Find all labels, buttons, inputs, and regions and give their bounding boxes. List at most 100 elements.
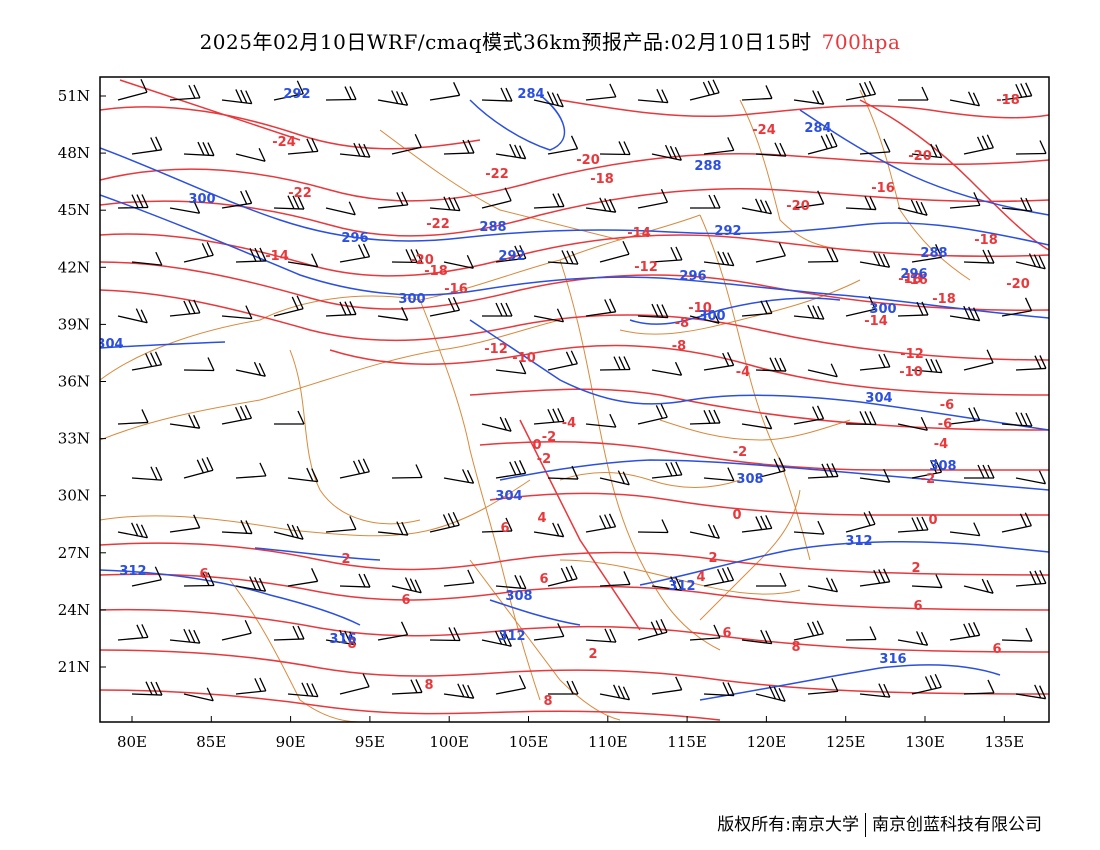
temperature-label: -12	[634, 260, 658, 275]
wind-barb	[755, 142, 787, 157]
temperature-label: 6	[913, 599, 922, 614]
geopotential-isohypse	[489, 599, 581, 626]
wind-barb	[1001, 297, 1033, 317]
wind-barb	[391, 464, 423, 479]
temperature-label: 2	[588, 647, 597, 662]
wind-barb	[845, 81, 877, 101]
wind-barb	[651, 144, 682, 161]
wind-barb	[131, 566, 162, 587]
wind-barb	[585, 197, 617, 213]
lon-tick-label: 100E	[429, 733, 469, 751]
wind-barb	[585, 413, 617, 428]
wind-barb	[183, 357, 215, 372]
height-label: 296	[679, 269, 706, 284]
geopotential-isohypse	[499, 459, 1049, 491]
wind-barb	[689, 79, 720, 101]
wind-barb	[169, 628, 201, 644]
wind-barb	[897, 516, 929, 533]
boundary-line	[559, 472, 741, 488]
temperature-isotherm	[100, 608, 1049, 653]
temperature-label: -8	[672, 339, 686, 354]
height-label: 308	[736, 472, 763, 487]
height-label: 296	[900, 267, 927, 282]
wind-barb	[495, 574, 527, 590]
wind-barb	[391, 577, 422, 594]
wind-barb	[637, 189, 669, 209]
wind-barb	[859, 252, 891, 268]
height-label: 316	[329, 632, 356, 647]
wind-barb	[703, 467, 735, 482]
temperature-isotherm	[859, 99, 1049, 251]
wind-barb	[585, 298, 617, 317]
plot-frame	[99, 76, 1050, 723]
wind-barb	[637, 303, 669, 319]
geopotential-isohypse	[254, 547, 381, 561]
wind-barb	[273, 523, 304, 540]
wind-barb	[845, 196, 877, 211]
temperature-label: -16	[871, 181, 895, 196]
height-label: 304	[865, 391, 892, 406]
boundary-line	[289, 349, 421, 525]
geopotential-isohypse	[100, 194, 1049, 319]
height-label: 284	[517, 87, 544, 102]
boundary-line	[559, 259, 721, 651]
height-label: 300	[188, 192, 215, 207]
wind-barb	[793, 190, 825, 209]
wind-barb	[911, 673, 942, 695]
wind-barb	[689, 523, 720, 539]
boundary-line	[699, 214, 811, 561]
lon-tick-label: 135E	[985, 733, 1025, 751]
wind-barb	[339, 243, 371, 263]
wind-barb	[325, 629, 357, 646]
wind-barb	[599, 141, 631, 156]
temperature-label: -10	[688, 301, 712, 316]
wind-barb	[949, 407, 981, 425]
wind-barb	[963, 349, 994, 371]
temperature-label: 4	[537, 511, 546, 526]
wind-barb	[637, 519, 669, 534]
wind-barb	[845, 295, 876, 317]
wind-barb	[287, 568, 319, 587]
lat-tick-label: 51N	[58, 87, 90, 105]
temperature-label: -12	[484, 342, 508, 357]
wind-barb	[495, 460, 527, 479]
wind-barb	[897, 416, 928, 431]
wind-barb	[807, 248, 839, 263]
height-label: 312	[845, 534, 872, 549]
wind-barb	[169, 299, 201, 317]
temperature-label: -20	[410, 253, 434, 268]
height-label: 292	[283, 87, 310, 102]
wind-barb	[859, 138, 891, 155]
footer-divider	[865, 813, 866, 837]
lat-tick-label: 30N	[58, 487, 90, 505]
wind-barb	[235, 147, 266, 162]
wind-barb	[845, 626, 877, 641]
wind-barb	[325, 516, 357, 533]
temperature-label: -18	[898, 272, 922, 287]
temperature-label: -16	[444, 282, 468, 297]
wind-barb	[689, 624, 721, 641]
wind-barb	[793, 90, 825, 105]
wind-barb	[1001, 412, 1033, 427]
wind-barb	[443, 254, 474, 269]
lat-tick-label: 33N	[58, 430, 90, 448]
lat-tick-label: 36N	[58, 373, 90, 391]
temperature-label: -20	[1006, 277, 1030, 292]
height-label: 304	[96, 337, 123, 352]
wind-barb	[741, 515, 773, 533]
wind-barb	[599, 356, 631, 371]
wind-barb	[651, 361, 683, 376]
wind-barb	[651, 576, 683, 591]
temperature-label: -4	[934, 437, 948, 452]
wind-barb	[963, 578, 994, 594]
temperature-isotherm	[100, 233, 1049, 277]
wind-barb	[221, 619, 252, 641]
temperature-label: -20	[576, 153, 600, 168]
geopotential-isohypse	[469, 319, 1049, 431]
temperature-label: -4	[736, 365, 750, 380]
wind-barb	[1001, 512, 1032, 533]
temperature-label: -22	[426, 217, 450, 232]
geopotential-isohypse	[629, 297, 841, 325]
wind-barb	[221, 305, 253, 320]
